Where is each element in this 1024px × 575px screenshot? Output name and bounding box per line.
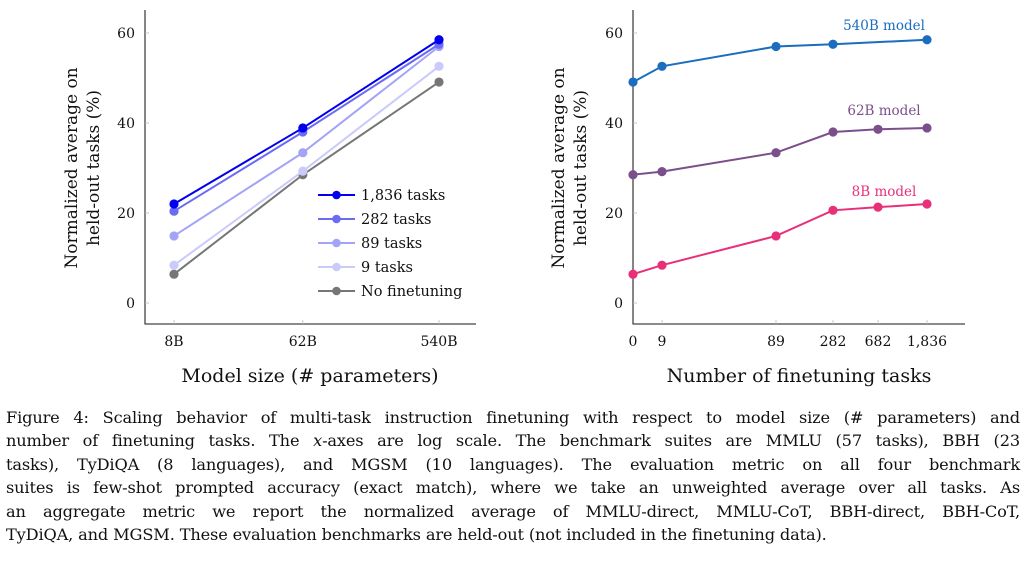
series-line bbox=[632, 126, 928, 176]
caption-line: suites is few-shot prompted accuracy (ex… bbox=[6, 478, 1020, 498]
x-tick-label: 0 bbox=[629, 334, 638, 350]
y-tick-label: 0 bbox=[614, 296, 623, 312]
data-point bbox=[657, 260, 667, 270]
y-tick-label: 0 bbox=[126, 296, 135, 312]
y-axis-title-line: held-out tasks (%) bbox=[84, 90, 104, 246]
caption-line: an aggregate metric we report the normal… bbox=[6, 501, 1020, 521]
data-point bbox=[873, 124, 883, 134]
legend-swatch-marker bbox=[332, 262, 341, 272]
x-tick-label: 540B bbox=[420, 334, 457, 350]
x-tick-label: 282 bbox=[820, 334, 847, 350]
legend-label: No finetuning bbox=[361, 284, 462, 300]
series-line bbox=[173, 45, 440, 237]
x-tick-label: 89 bbox=[767, 334, 785, 350]
data-point bbox=[298, 123, 308, 133]
caption-line: tasks), TyDiQA (8 languages), and MGSM (… bbox=[6, 454, 1020, 474]
data-point bbox=[771, 148, 781, 158]
data-point bbox=[628, 77, 638, 87]
data-point bbox=[169, 199, 179, 209]
data-point bbox=[169, 206, 179, 216]
legend-label: 1,836 tasks bbox=[361, 188, 445, 204]
legend-item: 89 tasks bbox=[318, 236, 422, 252]
legend-item: 282 tasks bbox=[318, 212, 431, 228]
x-axis-title: Model size (# parameters) bbox=[181, 365, 438, 387]
series-line bbox=[173, 38, 440, 205]
y-tick-label: 60 bbox=[117, 26, 135, 42]
legend-swatch-marker bbox=[332, 238, 341, 248]
data-point bbox=[628, 269, 638, 279]
series-label: 8B model bbox=[852, 184, 917, 200]
x-tick-label: 682 bbox=[865, 334, 892, 350]
y-axis-title-line: held-out tasks (%) bbox=[571, 90, 591, 246]
data-point bbox=[873, 202, 883, 212]
series-62b-model: 62B model bbox=[628, 103, 932, 180]
legend-item: 1,836 tasks bbox=[318, 188, 445, 204]
figure-caption: Figure 4: Scaling behavior of multi-task… bbox=[6, 406, 1020, 546]
caption-line: number of finetuning tasks. The x-axes a… bbox=[6, 431, 1020, 451]
legend-swatch-marker bbox=[332, 214, 341, 224]
data-point bbox=[922, 35, 932, 45]
data-point bbox=[657, 61, 667, 71]
data-point bbox=[922, 199, 932, 209]
x-axis-title: Number of finetuning tasks bbox=[667, 365, 932, 387]
x-tick-label: 9 bbox=[658, 334, 667, 350]
legend-item: No finetuning bbox=[318, 284, 462, 300]
legend-label: 9 tasks bbox=[361, 260, 413, 276]
y-axis-title-line: Normalized average on bbox=[62, 67, 82, 268]
y-tick-label: 40 bbox=[605, 116, 623, 132]
data-point bbox=[771, 231, 781, 241]
data-point bbox=[434, 77, 444, 87]
data-point bbox=[828, 205, 838, 215]
caption-line: Figure 4: Scaling behavior of multi-task… bbox=[6, 408, 1020, 427]
data-point bbox=[657, 167, 667, 177]
legend-label: 282 tasks bbox=[361, 212, 431, 228]
legend: 1,836 tasks 282 tasks 89 tasks 9 tasks No fi… bbox=[318, 188, 462, 300]
data-point bbox=[169, 231, 179, 241]
data-point bbox=[922, 123, 932, 133]
math-variable: x bbox=[313, 431, 323, 451]
x-tick-label: 62B bbox=[289, 334, 317, 350]
data-point bbox=[298, 148, 308, 158]
series-label: 540B model bbox=[843, 18, 925, 34]
series-label: 62B model bbox=[847, 103, 920, 119]
series-89-tasks bbox=[169, 41, 444, 241]
data-point bbox=[828, 39, 838, 49]
data-point bbox=[169, 260, 179, 270]
series-1-836-tasks bbox=[169, 35, 444, 209]
series-540b-model: 540B model bbox=[628, 18, 932, 87]
data-point bbox=[169, 269, 179, 279]
series-line bbox=[632, 203, 928, 276]
data-point bbox=[828, 127, 838, 137]
left-chart-model-size: 0 20 40 60 Normalized average on held-out tas… bbox=[62, 10, 476, 387]
x-tick-label: 8B bbox=[164, 334, 183, 350]
series-8b-model: 8B model bbox=[628, 184, 932, 279]
legend-swatch-marker bbox=[332, 286, 341, 296]
y-tick-label: 20 bbox=[605, 206, 623, 222]
legend-swatch-marker bbox=[332, 190, 341, 200]
y-axis-title-line: Normalized average on bbox=[549, 67, 569, 268]
data-point bbox=[298, 166, 308, 176]
data-point bbox=[434, 61, 444, 71]
y-tick-label: 40 bbox=[117, 116, 135, 132]
data-point bbox=[628, 170, 638, 180]
legend-label: 89 tasks bbox=[361, 236, 422, 252]
series-9-tasks bbox=[169, 61, 444, 270]
caption-line: TyDiQA, and MGSM. These evaluation bench… bbox=[6, 525, 827, 545]
x-tick-label: 1,836 bbox=[907, 334, 947, 350]
right-chart-finetuning-tasks: 0 20 40 60 Normalized average on held-out tas… bbox=[549, 10, 965, 387]
y-tick-label: 20 bbox=[117, 206, 135, 222]
data-point bbox=[771, 41, 781, 52]
legend-item: 9 tasks bbox=[318, 260, 413, 276]
data-point bbox=[434, 35, 444, 45]
y-tick-label: 60 bbox=[605, 26, 623, 42]
